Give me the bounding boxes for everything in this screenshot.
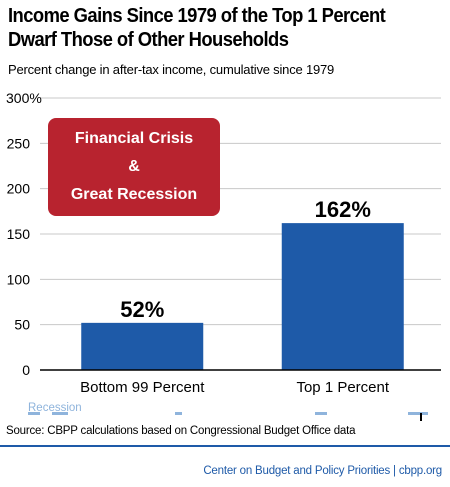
recession-period-marker (315, 412, 327, 415)
annotation-text: Financial Crisis (75, 130, 193, 147)
y-tick-label: 100 (7, 271, 31, 287)
bar (81, 323, 203, 370)
annotation-text: & (128, 158, 140, 175)
x-category-label: Top 1 Percent (296, 379, 389, 396)
recession-period-marker (408, 412, 428, 415)
bar (282, 223, 404, 370)
y-tick-label: 50 (14, 317, 30, 333)
y-tick-label: 0 (22, 362, 30, 378)
credit-line: Center on Budget and Policy Priorities |… (203, 465, 442, 477)
y-tick-label: 150 (7, 226, 31, 242)
bar-value-label: 52% (120, 297, 164, 322)
bar-value-label: 162% (315, 197, 371, 222)
y-tick-label: 250 (7, 135, 31, 151)
x-category-label: Bottom 99 Percent (80, 379, 205, 396)
y-tick-label: 300% (6, 90, 42, 106)
bar-chart: 0 50 100 150 200 250 300% 52% Bottom 99 Percent 1… (0, 0, 450, 425)
annotation-text: Great Recession (71, 186, 197, 203)
recession-period-marker (175, 412, 182, 415)
source-note: Source: CBPP calculations based on Congr… (6, 425, 355, 437)
recession-period-marker (52, 412, 68, 415)
y-tick-label: 200 (7, 181, 31, 197)
recession-period-marker (28, 412, 40, 415)
footer-divider (0, 445, 450, 447)
